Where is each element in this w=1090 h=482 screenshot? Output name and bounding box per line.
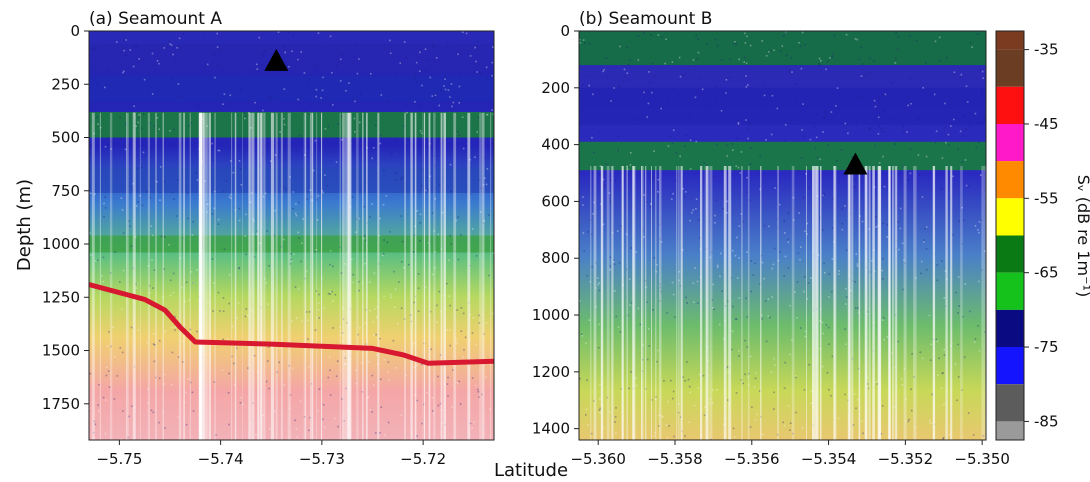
y-tick-label: 1400 bbox=[532, 420, 570, 438]
panel-a-echogram bbox=[89, 31, 494, 440]
colorbar-band bbox=[996, 198, 1024, 236]
y-tick-label: 1000 bbox=[532, 306, 570, 324]
y-axis-label: Depth (m) bbox=[14, 179, 35, 271]
colorbar-band bbox=[996, 347, 1024, 385]
y-tick-label: 250 bbox=[51, 75, 80, 93]
y-tick-label: 1000 bbox=[42, 235, 80, 253]
colorbar-tick-label: -35 bbox=[1034, 41, 1059, 59]
x-tick-label: −5.354 bbox=[801, 450, 857, 468]
panel-a-axes: −5.75 −5.74 −5.73 −5.72 0 250 500 750 1000 1250 15… bbox=[42, 22, 446, 468]
x-tick-label: −5.352 bbox=[878, 450, 934, 468]
colorbar-band bbox=[996, 384, 1024, 422]
colorbar-frame bbox=[995, 30, 1025, 441]
marker-triangle bbox=[264, 48, 289, 71]
x-tick-label: −5.350 bbox=[954, 450, 1010, 468]
x-tick-label: −5.73 bbox=[299, 450, 345, 468]
x-tick-label: −5.75 bbox=[96, 450, 142, 468]
x-tick-label: −5.356 bbox=[724, 450, 780, 468]
y-tick-label: 0 bbox=[70, 22, 80, 40]
x-tick-label: −5.358 bbox=[647, 450, 703, 468]
y-tick-label: 600 bbox=[541, 192, 570, 210]
y-tick-label: 1750 bbox=[42, 395, 80, 413]
panel-a-frame bbox=[88, 30, 495, 441]
panel-seamount-b: (b) Seamount B −5.360 −5.358 −5.356 −5.354−… bbox=[532, 9, 1010, 468]
y-tick-label: 800 bbox=[541, 249, 570, 267]
panel-a-title: (a) Seamount A bbox=[89, 9, 222, 29]
panel-b-streaks bbox=[590, 166, 986, 440]
colorbar: -35 -45 -55 -65 -75 -85 bbox=[995, 30, 1059, 441]
colorbar-band bbox=[996, 272, 1024, 310]
y-tick-label: 1200 bbox=[532, 363, 570, 381]
colorbar-band bbox=[996, 124, 1024, 162]
y-tick-label: 1500 bbox=[42, 342, 80, 360]
colorbar-band bbox=[996, 86, 1024, 124]
colorbar-tick-label: -65 bbox=[1034, 264, 1059, 282]
colorbar-tick-label: -85 bbox=[1034, 412, 1059, 430]
panel-b-echogram bbox=[579, 31, 986, 440]
y-tick-label: 500 bbox=[51, 129, 80, 147]
scattering-layer bbox=[89, 31, 494, 44]
colorbar-band bbox=[996, 421, 1024, 440]
colorbar-band bbox=[996, 31, 1024, 50]
x-axis-label: Latitude bbox=[494, 460, 568, 481]
y-tick-label: 400 bbox=[541, 136, 570, 154]
x-tick-label: −5.72 bbox=[400, 450, 446, 468]
colorbar-label: Sᵥ (dB re 1m⁻¹) bbox=[1074, 175, 1090, 297]
y-tick-label: 0 bbox=[560, 22, 570, 40]
colorbar-band bbox=[996, 49, 1024, 87]
panel-b-axes: −5.360 −5.358 −5.356 −5.354 −5.352 −5.350 0 200… bbox=[532, 22, 1010, 468]
colorbar-tick-label: -45 bbox=[1034, 115, 1059, 133]
y-tick-label: 750 bbox=[51, 182, 80, 200]
scattering-layer bbox=[579, 31, 986, 66]
scattering-layer bbox=[89, 235, 494, 253]
x-tick-label: −5.74 bbox=[198, 450, 244, 468]
scattering-layer bbox=[579, 87, 986, 125]
marker-triangle bbox=[843, 152, 868, 175]
seafloor-echo bbox=[89, 282, 494, 366]
scattering-layer bbox=[579, 141, 986, 171]
panel-seamount-a: (a) Seamount A −5.75 −5.74 −5.73 −5.72 0 250 5… bbox=[42, 9, 495, 468]
colorbar-band bbox=[996, 309, 1024, 348]
panel-a-streaks bbox=[91, 112, 492, 440]
y-tick-label: 200 bbox=[541, 79, 570, 97]
colorbar-band bbox=[996, 161, 1024, 199]
colorbar-tick-label: -75 bbox=[1034, 338, 1059, 356]
panel-b-frame bbox=[578, 30, 987, 441]
x-tick-label: −5.360 bbox=[570, 450, 626, 468]
colorbar-tick-label: -55 bbox=[1034, 189, 1059, 207]
colorbar-band bbox=[996, 235, 1024, 273]
y-tick-label: 1250 bbox=[42, 288, 80, 306]
panel-b-title: (b) Seamount B bbox=[579, 9, 712, 29]
scattering-layer bbox=[89, 75, 494, 102]
